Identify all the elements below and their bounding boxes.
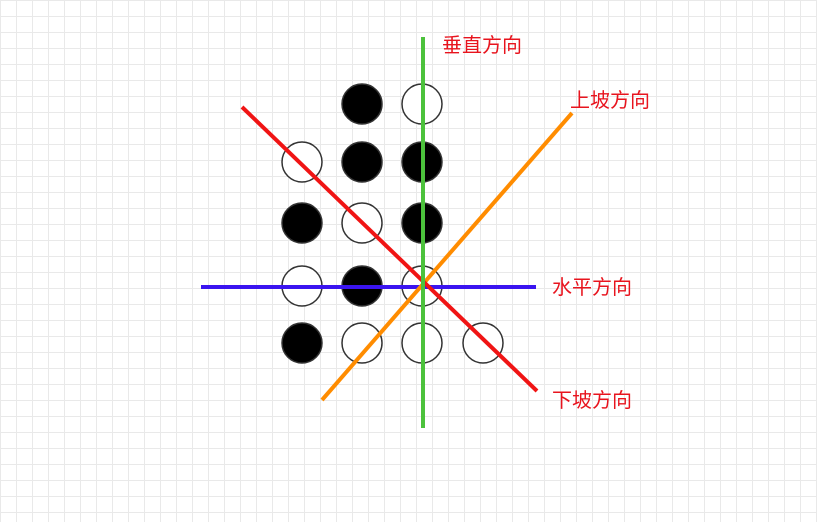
white-stone	[341, 322, 383, 364]
down-slope-line	[240, 105, 539, 393]
black-stone	[281, 322, 323, 364]
white-stone	[462, 322, 504, 364]
black-stone	[341, 141, 383, 183]
up-slope-label: 上坡方向	[570, 88, 650, 112]
up-slope-line	[320, 111, 574, 402]
black-stone	[281, 202, 323, 244]
vertical-label: 垂直方向	[442, 33, 522, 57]
black-stone	[341, 83, 383, 125]
down-slope-label: 下坡方向	[552, 388, 632, 412]
horizontal-label: 水平方向	[552, 275, 632, 299]
